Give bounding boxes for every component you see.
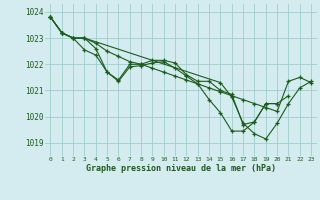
X-axis label: Graphe pression niveau de la mer (hPa): Graphe pression niveau de la mer (hPa) (86, 164, 276, 173)
